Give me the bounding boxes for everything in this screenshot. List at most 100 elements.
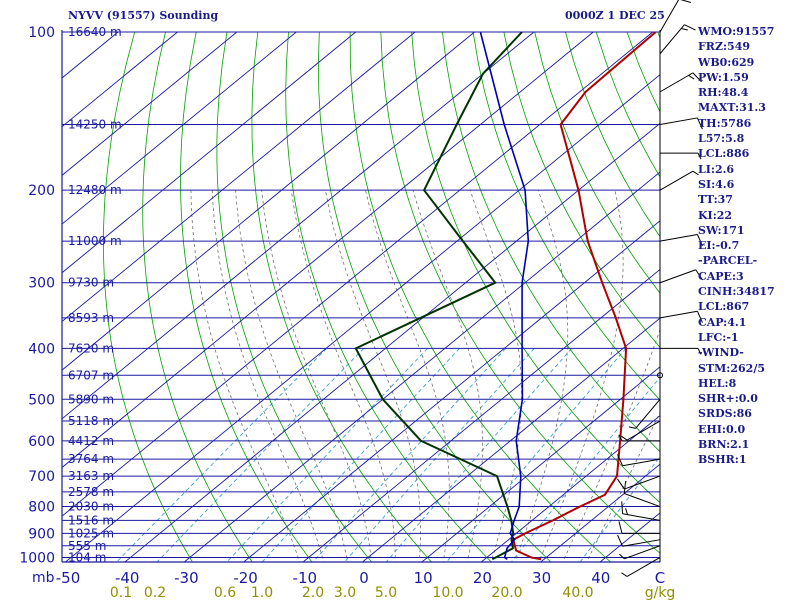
pressure-label: 200 (28, 183, 55, 199)
wind-barb-flag (618, 434, 623, 442)
indices-panel: WMO:91557 FRZ:549 WB0:629 PW:1.59 RH:48.4 MAX… (698, 24, 775, 468)
isotherm (421, 366, 660, 562)
ylabel: mb (32, 570, 55, 586)
index-line: FRZ:549 (698, 40, 751, 54)
index-line: WB0:629 (698, 55, 755, 69)
wind-barb-flag (697, 348, 702, 355)
moist-adiabat (211, 190, 325, 562)
isotherm (243, 220, 660, 562)
height-label: 3764 m (68, 452, 114, 466)
wind-barbs (616, 0, 704, 577)
index-line: KI:22 (698, 208, 733, 222)
x-tick-label: -20 (233, 569, 258, 587)
wind-barb-flag (618, 521, 623, 534)
wind-barb-staff (626, 420, 661, 441)
index-line: LCL:886 (698, 147, 750, 161)
moist-adiabat (365, 190, 450, 562)
dry-adiabat (503, 31, 660, 348)
moist-adiabat (261, 190, 372, 562)
x-tick-label: -50 (56, 569, 81, 587)
wind-barb-staff (659, 170, 694, 191)
wind-barb-flag (628, 426, 636, 429)
wind-barb-flag (621, 435, 628, 441)
mixing-ratio-line (510, 376, 660, 562)
index-line: L57:5.8 (698, 132, 745, 146)
height-label: 6707 m (68, 368, 114, 382)
dry-adiabat (142, 31, 253, 562)
index-line: CAPE:3 (698, 269, 744, 283)
moist-adiabat (325, 190, 421, 562)
wind-barb-flag (621, 572, 628, 577)
moist-adiabat (469, 190, 522, 562)
mixing-ratio-line (261, 348, 460, 562)
index-line: WMO:91557 (698, 25, 775, 38)
moist-adiabat (562, 328, 660, 562)
mixing-ratio-label: 10.0 (432, 585, 463, 600)
index-line: SRDS:86 (698, 407, 752, 421)
mixing-ratio-label: 20.0 (491, 585, 522, 600)
isotherm (62, 31, 416, 323)
isotherm (184, 171, 660, 562)
height-label: 12480 m (68, 183, 122, 197)
index-line: SW:171 (698, 223, 745, 237)
wind-barb-flag (616, 478, 625, 490)
wind-barb-flag (695, 269, 704, 281)
wind-barb-staff (659, 24, 685, 55)
isotherm (65, 74, 660, 562)
height-label: 4412 m (68, 434, 114, 448)
isotherm (481, 414, 660, 562)
mixing-ratio-label: 2.0 (302, 585, 324, 600)
x-tick-label: -10 (293, 569, 318, 587)
index-line: HEL:8 (698, 376, 737, 390)
x-tick-label: 0 (359, 569, 369, 587)
index-line: LCL:867 (698, 300, 750, 314)
mixing-unit: g/kg (645, 585, 676, 600)
index-line: TH:5786 (698, 116, 752, 130)
mixing-ratio-line (226, 348, 428, 562)
temperature-profile (512, 31, 657, 561)
pressure-label: 500 (28, 392, 55, 408)
isotherm (62, 31, 356, 274)
pressure-label: 700 (28, 469, 55, 485)
background-lines (62, 31, 800, 564)
dry-adiabat (102, 31, 193, 562)
valid-time: 0000Z 1 DEC 25 (565, 9, 665, 22)
x-tick-label: 20 (473, 569, 492, 587)
dry-adiabat (349, 31, 612, 562)
dry-adiabat (180, 31, 313, 562)
mixing-ratio-label: 1.0 (251, 585, 273, 600)
mixing-ratio-label: 0.2 (144, 585, 166, 600)
pressure-label: 600 (28, 434, 55, 450)
isotherm (62, 31, 594, 469)
mixing-ratio-label: 3.0 (334, 585, 356, 600)
wind-barb-flag (696, 234, 703, 247)
wind-barb-flag (688, 74, 695, 80)
wind-barb-staff (622, 513, 661, 521)
height-label: 104 m (68, 550, 106, 564)
x-tick-label: -30 (174, 569, 199, 587)
mixing-ratio-label: 40.0 (562, 585, 593, 600)
pressure-label: 400 (28, 341, 55, 357)
height-label: 5118 m (68, 414, 114, 428)
wind-barb-flag (680, 0, 692, 3)
height-label: 2578 m (68, 485, 114, 499)
wetbulb-profile (479, 31, 530, 560)
height-label: 7620 m (68, 341, 114, 355)
dry-adiabat (285, 31, 492, 562)
wind-barb-flag (696, 117, 703, 130)
wind-barb-flag (621, 501, 624, 514)
calm-wind-circle (657, 372, 663, 379)
wind-barb-staff (622, 539, 661, 547)
wind-barb-flag (625, 508, 628, 515)
height-label: 555 m (68, 539, 106, 553)
mixing-ratio-line (343, 348, 535, 562)
index-line: BRN:2.1 (698, 438, 750, 452)
wind-barb-flag (692, 72, 702, 83)
wind-barb-staff (635, 398, 661, 429)
wind-barb-flag (617, 454, 624, 466)
dry-adiabat (781, 32, 800, 564)
index-line: MAXT:31.3 (698, 101, 766, 115)
sounding-profiles (354, 31, 657, 561)
station-title: NYVV (91557) Sounding (68, 9, 219, 22)
